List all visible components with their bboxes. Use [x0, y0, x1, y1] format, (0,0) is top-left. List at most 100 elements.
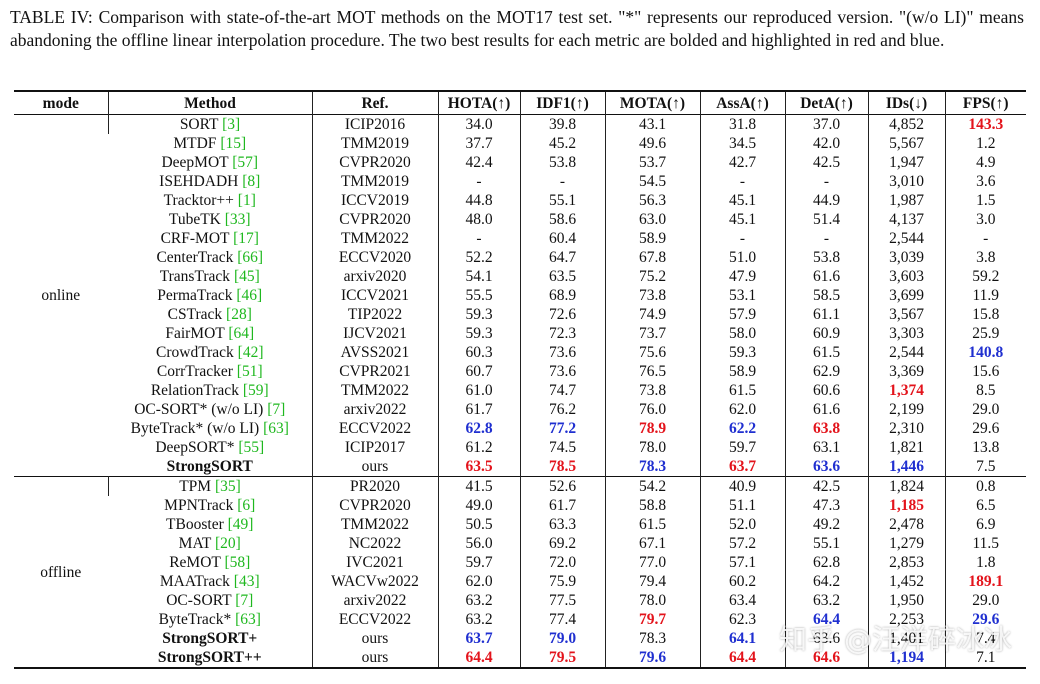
method-cell: TPM [35]	[107, 476, 312, 496]
citation: [45]	[233, 268, 260, 285]
metric-cell: 53.8	[519, 153, 605, 172]
header-cell: AssA(↑)	[699, 91, 785, 115]
metric-cell: 68.9	[519, 286, 605, 305]
metric-cell: 74.5	[519, 438, 605, 457]
metric-cell: 60.4	[519, 229, 605, 248]
method-name: RelationTrack	[150, 382, 239, 399]
metric-cell: 140.8	[944, 343, 1026, 362]
metric-cell: 55.5	[437, 286, 520, 305]
ref-cell: ours	[311, 629, 438, 648]
ref-cell: AVSS2021	[311, 343, 438, 362]
method-cell: StrongSORT++	[108, 648, 312, 668]
ref-cell: ICIP2017	[311, 438, 438, 457]
ref-cell: TMM2022	[311, 515, 438, 534]
method-cell: SORT [3]	[107, 114, 312, 134]
method-name: Tracktor++	[163, 192, 234, 209]
method-name: MTDF	[173, 135, 217, 152]
method-cell: TubeTK [33]	[108, 210, 312, 229]
metric-cell: 1.8	[944, 553, 1026, 572]
metric-cell: 59.2	[944, 267, 1026, 286]
method-cell: OC-SORT [7]	[108, 591, 312, 610]
metric-cell: 29.6	[944, 419, 1026, 438]
row: ReMOT [58] IVC2021 59.7 72.0 77.0 57.1 62.8 2,8…	[14, 553, 1026, 572]
row: OC-SORT [7] arxiv2022 63.2 77.5 78.0 63.4 63.2…	[14, 591, 1026, 610]
metric-cell: 59.3	[437, 305, 520, 324]
header-cell: MOTA(↑)	[604, 91, 700, 115]
metric-cell: -	[944, 229, 1026, 248]
metric-cell: 63.5	[437, 457, 520, 477]
method-cell: CRF-MOT [17]	[108, 229, 312, 248]
method-cell: StrongSORT+	[108, 629, 312, 648]
method-name: MAATrack	[159, 573, 230, 590]
metric-cell: 79.5	[519, 648, 605, 668]
citation: [43]	[233, 573, 260, 590]
metric-cell: 64.4	[784, 610, 868, 629]
ref-cell: NC2022	[311, 534, 438, 553]
metric-cell: 64.7	[519, 248, 605, 267]
row: DeepSORT* [55] ICIP2017 61.2 74.5 78.0 59.7 63…	[14, 438, 1026, 457]
metric-cell: 3.6	[944, 172, 1026, 191]
metric-cell: 64.4	[699, 648, 785, 668]
citation: [6]	[237, 497, 256, 514]
metric-cell: 1,185	[867, 496, 945, 515]
metric-cell: 61.6	[784, 400, 868, 419]
metric-cell: 34.0	[437, 114, 520, 134]
citation: [8]	[242, 173, 261, 190]
metric-cell: 39.8	[519, 114, 605, 134]
method-cell: MTDF [15]	[108, 134, 312, 153]
ref-cell: arxiv2020	[311, 267, 438, 286]
method-cell: MAT [20]	[108, 534, 312, 553]
metric-cell: 72.6	[519, 305, 605, 324]
metric-cell: 52.0	[699, 515, 785, 534]
metric-cell: 15.6	[944, 362, 1026, 381]
metric-cell: 29.0	[944, 591, 1026, 610]
method-cell: StrongSORT	[108, 457, 312, 477]
ref-cell: arxiv2022	[311, 591, 438, 610]
ref-cell: ours	[311, 457, 438, 477]
row: ISEHDADH [8] TMM2019- -54.5- -3,010 3.6	[14, 172, 1026, 191]
metric-cell: 67.1	[604, 534, 700, 553]
metric-cell: 62.3	[699, 610, 785, 629]
ref-cell: ECCV2020	[311, 248, 438, 267]
metric-cell: 78.9	[604, 419, 700, 438]
method-name: StrongSORT+	[162, 630, 258, 647]
method-cell: DeepMOT [57]	[108, 153, 312, 172]
metric-cell: 67.8	[604, 248, 700, 267]
ref-cell: ICIP2016	[311, 114, 438, 134]
metric-cell: 2,310	[867, 419, 945, 438]
metric-cell: 44.9	[784, 191, 868, 210]
metric-cell: 63.6	[784, 629, 868, 648]
row: OC-SORT* (w/o LI) [7] arxiv2022 61.7 76.2 76…	[14, 400, 1026, 419]
metric-cell: 63.4	[699, 591, 785, 610]
metric-cell: 74.9	[604, 305, 700, 324]
metric-cell: 72.0	[519, 553, 605, 572]
method-name: ISEHDADH	[159, 173, 239, 190]
method-name: CenterTrack	[156, 249, 234, 266]
metric-cell: 79.0	[519, 629, 605, 648]
metric-cell: 73.8	[604, 381, 700, 400]
method-name: TBooster	[166, 516, 224, 533]
method-cell: OC-SORT* (w/o LI) [7]	[108, 400, 312, 419]
ref-cell: ICCV2019	[311, 191, 438, 210]
citation: [63]	[235, 611, 261, 628]
metric-cell: 63.2	[437, 610, 520, 629]
metric-cell: 59.3	[437, 324, 520, 343]
row: DeepMOT [57] CVPR2020 42.4 53.8 53.7 42.7 42.5…	[14, 153, 1026, 172]
metric-cell: 58.0	[699, 324, 785, 343]
watermark: 知乎 @汪洋碎冰冰	[779, 623, 1012, 656]
metric-cell: 61.5	[604, 515, 700, 534]
ref-cell: WACVw2022	[311, 572, 438, 591]
metric-cell: 62.0	[699, 400, 785, 419]
citation: [59]	[242, 382, 269, 399]
metric-cell: 13.8	[944, 438, 1026, 457]
citation: [28]	[226, 306, 252, 323]
metric-cell: 2,544	[867, 343, 945, 362]
row: offline TPM [35] PR2020 41.5 52.6 54.2 40.9 42.…	[14, 476, 1026, 581]
metric-cell: 34.5	[699, 134, 785, 153]
row: PermaTrack [46] ICCV2021 55.5 68.9 73.8 53.1 5…	[14, 286, 1026, 305]
row: ByteTrack* [63] ECCV2022 63.2 77.4 79.7 62.3 6…	[14, 610, 1026, 629]
metric-cell: 63.5	[519, 267, 605, 286]
metric-cell: 63.8	[784, 419, 868, 438]
metric-cell: 64.4	[437, 648, 520, 668]
ref-cell: ours	[311, 648, 438, 668]
